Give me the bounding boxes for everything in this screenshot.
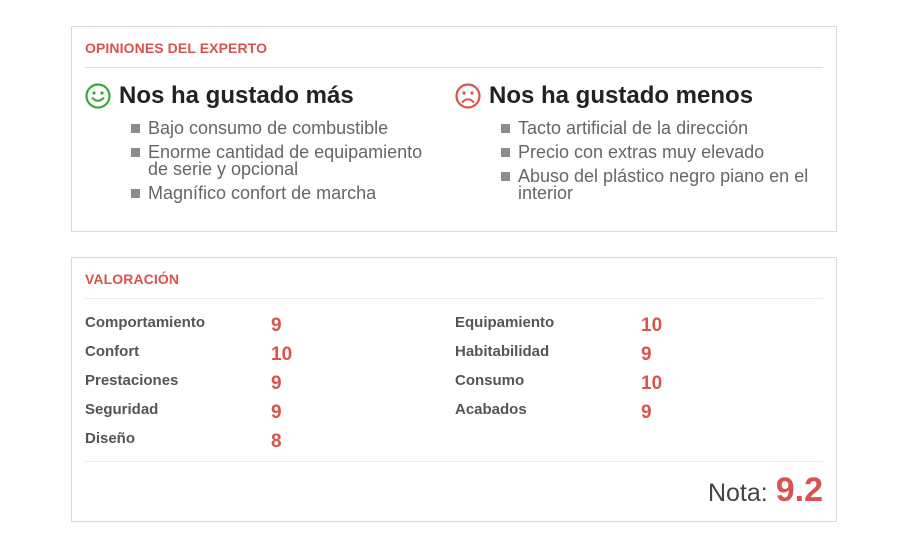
list-item: Enorme cantidad de equipamiento de serie… <box>131 143 445 178</box>
rating-row: Equipamiento 10 <box>455 311 662 340</box>
opinions-title: OPINIONES DEL EXPERTO <box>85 40 268 56</box>
frown-icon <box>455 83 481 109</box>
cons-header: Nos ha gustado menos <box>455 80 815 112</box>
cons-title: Nos ha gustado menos <box>489 82 754 109</box>
rating-row: Diseño 8 <box>85 427 292 456</box>
rating-title: VALORACIÓN <box>85 271 180 287</box>
rating-row: Habitabilidad 9 <box>455 340 662 369</box>
pros-column: Nos ha gustado más Bajo consumo de combu… <box>85 80 445 209</box>
rating-label: Comportamiento <box>85 314 205 331</box>
pros-title: Nos ha gustado más <box>119 82 354 109</box>
rating-row: Consumo 10 <box>455 369 662 398</box>
rating-score: 9 <box>641 401 652 423</box>
list-item: Abuso del plástico negro piano en el int… <box>501 167 815 202</box>
divider <box>85 67 823 68</box>
rating-label: Consumo <box>455 372 525 389</box>
rating-row: Prestaciones 9 <box>85 369 292 398</box>
list-item: Bajo consumo de combustible <box>131 119 445 137</box>
rating-row: Confort 10 <box>85 340 292 369</box>
rating-row: Seguridad 9 <box>85 398 292 427</box>
cons-list: Tacto artificial de la dirección Precio … <box>455 119 815 202</box>
list-item: Tacto artificial de la dirección <box>501 119 815 137</box>
rating-panel: VALORACIÓN Comportamiento 9 Confort 10 P… <box>71 257 837 522</box>
rating-label: Seguridad <box>85 401 159 418</box>
rating-grid-right: Equipamiento 10 Habitabilidad 9 Consumo … <box>455 311 662 427</box>
rating-score: 10 <box>641 372 663 394</box>
rating-score: 8 <box>271 430 282 452</box>
rating-row: Acabados 9 <box>455 398 662 427</box>
rating-grid-left: Comportamiento 9 Confort 10 Prestaciones… <box>85 311 292 456</box>
rating-score: 10 <box>271 343 293 365</box>
rating-label: Habitabilidad <box>455 343 550 360</box>
divider <box>85 461 823 462</box>
rating-label: Confort <box>85 343 140 360</box>
list-item: Magnífico confort de marcha <box>131 184 445 202</box>
final-score-value: 9.2 <box>775 471 823 509</box>
final-score-label: Nota: <box>707 479 768 507</box>
cons-column: Nos ha gustado menos Tacto artificial de… <box>455 80 815 209</box>
pros-header: Nos ha gustado más <box>85 80 445 112</box>
rating-score: 10 <box>641 314 663 336</box>
expert-opinions-panel: OPINIONES DEL EXPERTO Nos ha gustado más… <box>71 26 837 232</box>
rating-score: 9 <box>271 314 282 336</box>
rating-row: Comportamiento 9 <box>85 311 292 340</box>
rating-label: Acabados <box>455 401 527 418</box>
rating-score: 9 <box>271 372 282 394</box>
rating-label: Equipamiento <box>455 314 555 331</box>
pros-list: Bajo consumo de combustible Enorme canti… <box>85 119 445 202</box>
list-item: Precio con extras muy elevado <box>501 143 815 161</box>
rating-score: 9 <box>641 343 652 365</box>
rating-score: 9 <box>271 401 282 423</box>
smile-icon <box>85 83 111 109</box>
divider <box>85 298 823 299</box>
rating-label: Diseño <box>85 430 136 447</box>
rating-label: Prestaciones <box>85 372 179 389</box>
final-score: Nota: 9.2 <box>708 471 823 510</box>
